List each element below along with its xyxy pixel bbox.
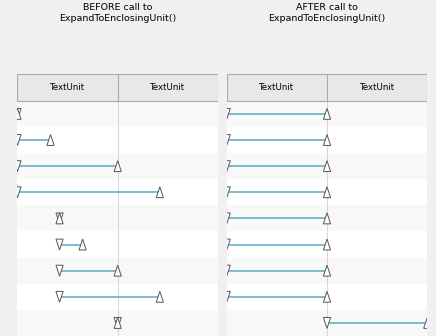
Polygon shape: [424, 318, 431, 328]
Polygon shape: [156, 291, 164, 302]
Text: TextUnit: TextUnit: [150, 83, 185, 92]
Bar: [227, 205, 427, 232]
Bar: [227, 127, 427, 153]
Polygon shape: [223, 213, 230, 224]
Bar: [17, 153, 218, 179]
Bar: [17, 258, 218, 284]
Polygon shape: [56, 239, 63, 250]
Polygon shape: [56, 213, 63, 224]
Polygon shape: [156, 187, 164, 198]
Polygon shape: [56, 265, 63, 276]
Bar: [17, 101, 218, 336]
Polygon shape: [223, 265, 230, 276]
Polygon shape: [324, 265, 330, 276]
Bar: [227, 101, 427, 336]
Text: TextUnit: TextUnit: [360, 83, 395, 92]
Polygon shape: [56, 213, 63, 224]
Polygon shape: [47, 134, 54, 145]
Polygon shape: [14, 109, 21, 119]
Polygon shape: [223, 134, 230, 145]
Polygon shape: [223, 187, 230, 198]
Polygon shape: [14, 109, 21, 119]
Bar: [17, 284, 218, 310]
Bar: [17, 232, 218, 258]
Bar: [227, 101, 427, 127]
Polygon shape: [324, 291, 330, 302]
Polygon shape: [324, 239, 330, 250]
Polygon shape: [223, 239, 230, 250]
Bar: [17, 101, 218, 127]
Polygon shape: [79, 239, 86, 250]
Polygon shape: [114, 318, 121, 328]
Polygon shape: [114, 265, 121, 276]
Polygon shape: [324, 187, 330, 198]
Bar: [227, 284, 427, 310]
Polygon shape: [56, 291, 63, 302]
Bar: [227, 74, 427, 101]
Bar: [227, 310, 427, 336]
Polygon shape: [14, 187, 21, 198]
Bar: [17, 74, 218, 101]
Polygon shape: [223, 161, 230, 172]
Polygon shape: [14, 134, 21, 145]
Bar: [227, 232, 427, 258]
Polygon shape: [324, 318, 330, 328]
Bar: [227, 258, 427, 284]
Polygon shape: [324, 161, 330, 172]
Bar: [227, 179, 427, 205]
Polygon shape: [324, 134, 330, 145]
Polygon shape: [114, 161, 121, 172]
Bar: [17, 127, 218, 153]
Polygon shape: [114, 318, 121, 328]
Bar: [17, 179, 218, 205]
Polygon shape: [324, 213, 330, 224]
Polygon shape: [14, 161, 21, 172]
Bar: [17, 205, 218, 232]
Text: TextUnit: TextUnit: [259, 83, 294, 92]
Text: AFTER call to
ExpandToEnclosingUnit(): AFTER call to ExpandToEnclosingUnit(): [269, 3, 385, 24]
Polygon shape: [223, 291, 230, 302]
Text: BEFORE call to
ExpandToEnclosingUnit(): BEFORE call to ExpandToEnclosingUnit(): [59, 3, 176, 24]
Bar: [17, 310, 218, 336]
Polygon shape: [223, 109, 230, 119]
Bar: [227, 153, 427, 179]
Text: TextUnit: TextUnit: [50, 83, 85, 92]
Polygon shape: [324, 109, 330, 119]
